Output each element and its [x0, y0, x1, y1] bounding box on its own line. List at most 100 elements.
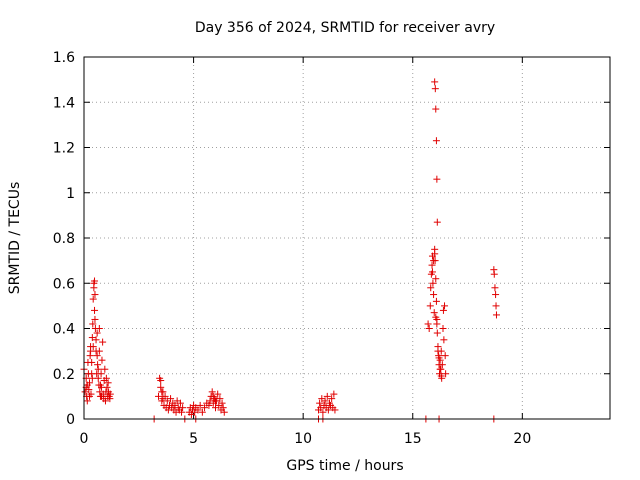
data-point [89, 295, 97, 303]
data-point [102, 374, 110, 382]
y-tick-label: 0.4 [53, 322, 75, 338]
data-point [323, 392, 331, 400]
chart-title: Day 356 of 2024, SRMTID for receiver avr… [195, 20, 495, 36]
data-point [208, 388, 216, 396]
grid [84, 57, 610, 419]
data-point [430, 291, 438, 299]
data-point [101, 397, 109, 405]
data-point [432, 275, 440, 283]
data-point [81, 388, 89, 396]
data-point [92, 336, 100, 344]
data-points [80, 78, 500, 423]
data-point [432, 297, 440, 305]
data-point [155, 392, 163, 400]
data-point [209, 392, 217, 400]
x-tick-label: 10 [294, 431, 312, 447]
y-tick-label: 1.2 [53, 141, 75, 157]
data-point [437, 372, 445, 380]
data-point [89, 343, 97, 351]
data-point [435, 354, 443, 362]
data-point [319, 408, 327, 416]
plot-frame [83, 56, 611, 420]
data-point [85, 379, 93, 387]
data-point [89, 320, 97, 328]
data-point [106, 390, 114, 398]
data-point [93, 329, 101, 337]
data-point [88, 334, 96, 342]
data-point [91, 291, 99, 299]
data-point [439, 306, 447, 314]
x-axis-label: GPS time / hours [286, 458, 403, 474]
data-point [201, 404, 209, 412]
data-point [219, 404, 227, 412]
data-point [85, 392, 93, 400]
y-tick-label: 1 [66, 186, 75, 202]
data-point [216, 395, 224, 403]
data-point [101, 365, 109, 373]
data-point [439, 325, 447, 332]
data-point [324, 406, 332, 414]
data-point [492, 311, 500, 319]
data-point [441, 352, 449, 360]
data-point [331, 406, 339, 414]
data-point [88, 358, 96, 366]
data-point [103, 383, 111, 391]
data-point [87, 347, 95, 355]
data-point [214, 390, 222, 398]
data-point [157, 383, 165, 391]
data-point [94, 374, 102, 382]
data-point [426, 302, 434, 310]
axis-ticks: 0 0.2 0.4 0.6 0.8 1 1.2 1.4 1.6 0 5 10 15 20 [53, 50, 610, 447]
y-tick-label: 0.2 [53, 367, 75, 383]
data-point [492, 302, 500, 310]
y-tick-label: 1.6 [53, 50, 75, 66]
data-point [424, 320, 432, 328]
data-point [91, 306, 99, 314]
y-tick-label: 1.4 [53, 95, 75, 111]
data-point [433, 329, 441, 337]
data-point [433, 175, 441, 183]
data-point [432, 313, 440, 321]
data-point [432, 105, 440, 113]
data-point [438, 361, 446, 369]
y-tick-label: 0.8 [53, 231, 75, 247]
data-point [90, 279, 98, 287]
data-point [328, 395, 336, 403]
data-point [218, 399, 226, 407]
data-point [490, 270, 498, 278]
data-point [316, 399, 324, 407]
data-point [98, 356, 106, 364]
data-point [428, 268, 436, 276]
data-point [432, 137, 440, 145]
data-point [176, 399, 184, 407]
data-point [430, 257, 438, 265]
data-point [94, 365, 102, 373]
data-point [167, 395, 175, 403]
data-point [104, 379, 112, 387]
data-point [442, 370, 450, 378]
data-point [158, 388, 166, 396]
data-point [97, 370, 105, 378]
data-point [433, 320, 441, 328]
data-point [96, 388, 104, 396]
data-point [431, 85, 439, 93]
data-point [83, 397, 91, 405]
data-point [321, 397, 329, 405]
data-point [95, 325, 103, 332]
data-point [194, 406, 202, 414]
data-point [157, 377, 165, 385]
data-point [492, 291, 500, 299]
data-point [196, 401, 204, 409]
data-point [205, 401, 213, 409]
data-point [179, 404, 187, 412]
x-tick-label: 20 [513, 431, 531, 447]
data-point [491, 284, 499, 292]
data-point [96, 381, 104, 389]
data-point [434, 347, 442, 355]
data-point [178, 408, 186, 416]
data-point [431, 250, 439, 258]
data-point [93, 352, 101, 360]
x-tick-label: 5 [189, 431, 198, 447]
x-tick-label: 0 [80, 431, 89, 447]
